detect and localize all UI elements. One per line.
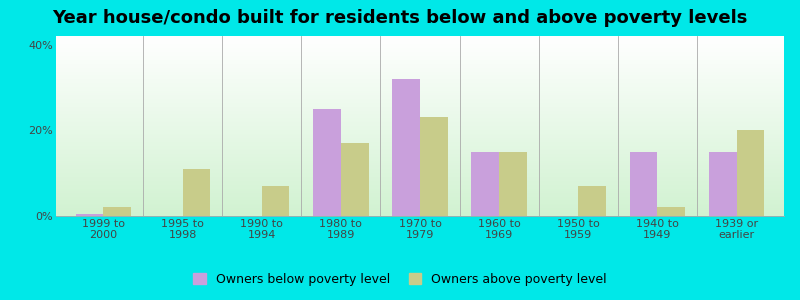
Bar xyxy=(499,152,527,216)
Bar xyxy=(471,152,499,216)
Bar xyxy=(182,169,210,216)
Bar xyxy=(341,143,369,216)
Bar xyxy=(578,186,606,216)
Bar xyxy=(392,79,420,216)
Bar xyxy=(313,109,341,216)
Bar xyxy=(630,152,658,216)
Bar xyxy=(420,117,448,216)
Text: Year house/condo built for residents below and above poverty levels: Year house/condo built for residents bel… xyxy=(52,9,748,27)
Bar xyxy=(709,152,737,216)
Bar xyxy=(76,214,103,216)
Bar xyxy=(262,186,290,216)
Legend: Owners below poverty level, Owners above poverty level: Owners below poverty level, Owners above… xyxy=(188,268,612,291)
Bar xyxy=(103,207,131,216)
Bar xyxy=(737,130,764,216)
Bar xyxy=(658,207,685,216)
